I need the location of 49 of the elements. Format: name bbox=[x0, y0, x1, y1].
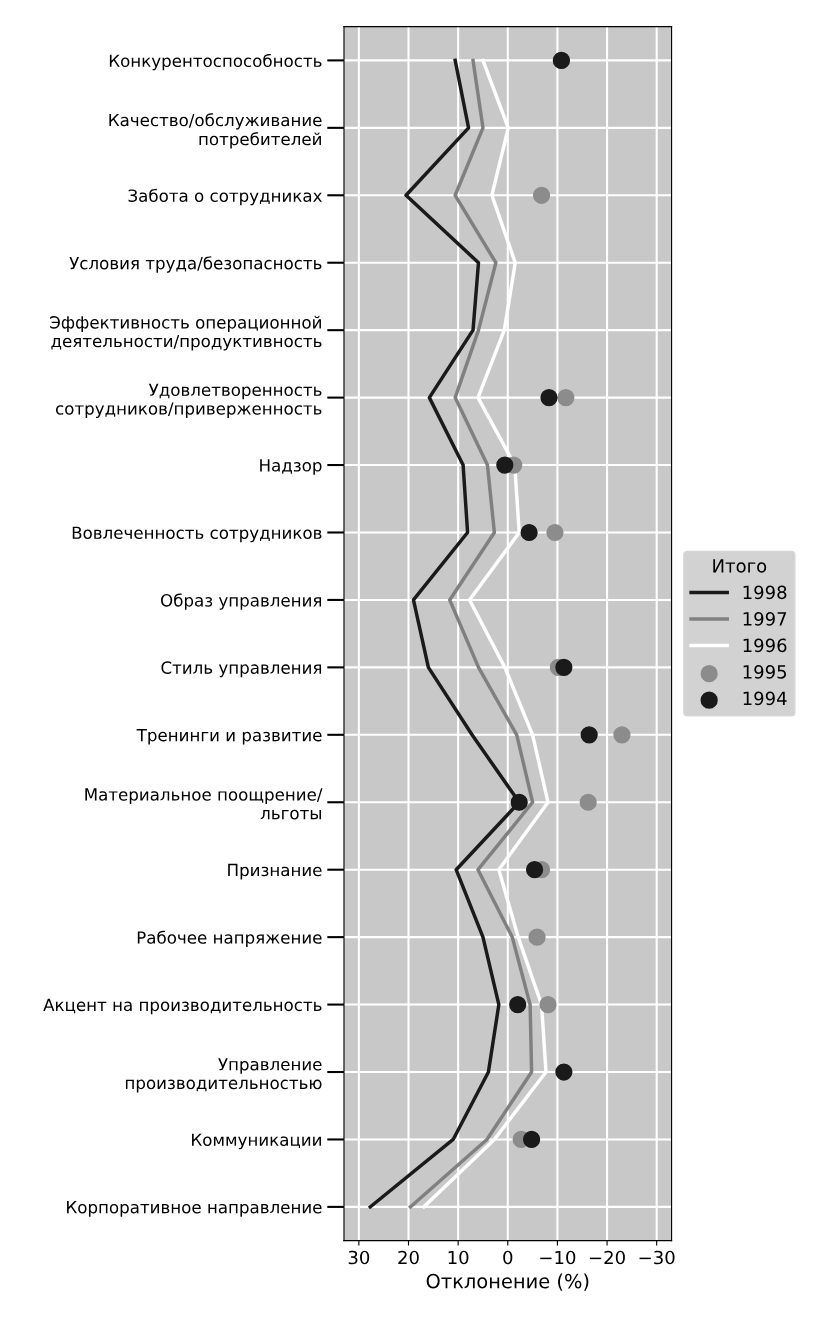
point bbox=[496, 456, 514, 474]
y-tick-label: Тренинги и развитие bbox=[136, 728, 322, 745]
point bbox=[525, 861, 544, 879]
point bbox=[580, 726, 598, 744]
x-tick-label: −10 bbox=[540, 1250, 576, 1265]
point bbox=[613, 726, 631, 744]
y-tick-label: Образ управления bbox=[161, 593, 322, 610]
point bbox=[555, 1063, 573, 1081]
legend-label: 1994 bbox=[743, 691, 787, 706]
y-tick-label: Эффективность операционной деятельности/продуктивность bbox=[50, 315, 322, 351]
x-tick-label: 30 bbox=[348, 1250, 370, 1265]
y-tick-label: Стиль управления bbox=[161, 661, 322, 678]
point bbox=[509, 995, 527, 1014]
point bbox=[539, 995, 557, 1014]
point bbox=[510, 793, 528, 811]
x-tick-label: −30 bbox=[639, 1250, 675, 1265]
x-tick-label: 20 bbox=[398, 1250, 419, 1265]
y-tick-label: Акцент на производительность bbox=[43, 998, 322, 1015]
x-axis-title: Отклонение (%) bbox=[426, 1273, 589, 1291]
y-tick-label: Забота о сотрудниках bbox=[128, 188, 322, 206]
y-tick-label: Конкурентоспособность bbox=[109, 53, 322, 71]
y-tick-label: Надзор bbox=[260, 459, 322, 475]
point bbox=[532, 186, 551, 204]
point bbox=[540, 388, 558, 407]
point bbox=[522, 1130, 541, 1149]
y-tick-label: Условия труда/безопасность bbox=[69, 256, 322, 273]
legend-label: 1997 bbox=[743, 611, 787, 626]
y-tick-label: Коммуникации bbox=[192, 1133, 321, 1150]
y-tick-label: Вовлеченность сотрудников bbox=[72, 526, 322, 543]
y-tick-label: Качество/обслуживание потребителей bbox=[109, 113, 322, 149]
legend-label: 1996 bbox=[743, 638, 787, 653]
x-tick-label: 10 bbox=[448, 1250, 469, 1265]
point bbox=[579, 793, 597, 811]
y-tick-label: Корпоративное направление bbox=[67, 1201, 322, 1217]
legend-title: Итого bbox=[713, 559, 767, 573]
point bbox=[528, 928, 546, 946]
legend-label: 1995 bbox=[743, 664, 787, 679]
y-tick-label: Управление производительностью bbox=[125, 1058, 322, 1093]
y-tick-label: Удовлетворенность сотрудников/приверженность bbox=[55, 383, 322, 418]
point bbox=[557, 388, 575, 407]
y-tick-label: Рабочее напряжение bbox=[137, 930, 322, 948]
point bbox=[546, 523, 564, 542]
x-tick-label: −20 bbox=[589, 1250, 625, 1265]
x-tick-label: 0 bbox=[503, 1250, 513, 1265]
legend-label: 1998 bbox=[743, 585, 787, 600]
y-tick-label: Материальное поощрение/ льготы bbox=[85, 788, 323, 820]
point bbox=[520, 523, 538, 542]
y-tick-label: Признание bbox=[228, 863, 322, 880]
point bbox=[555, 658, 573, 676]
